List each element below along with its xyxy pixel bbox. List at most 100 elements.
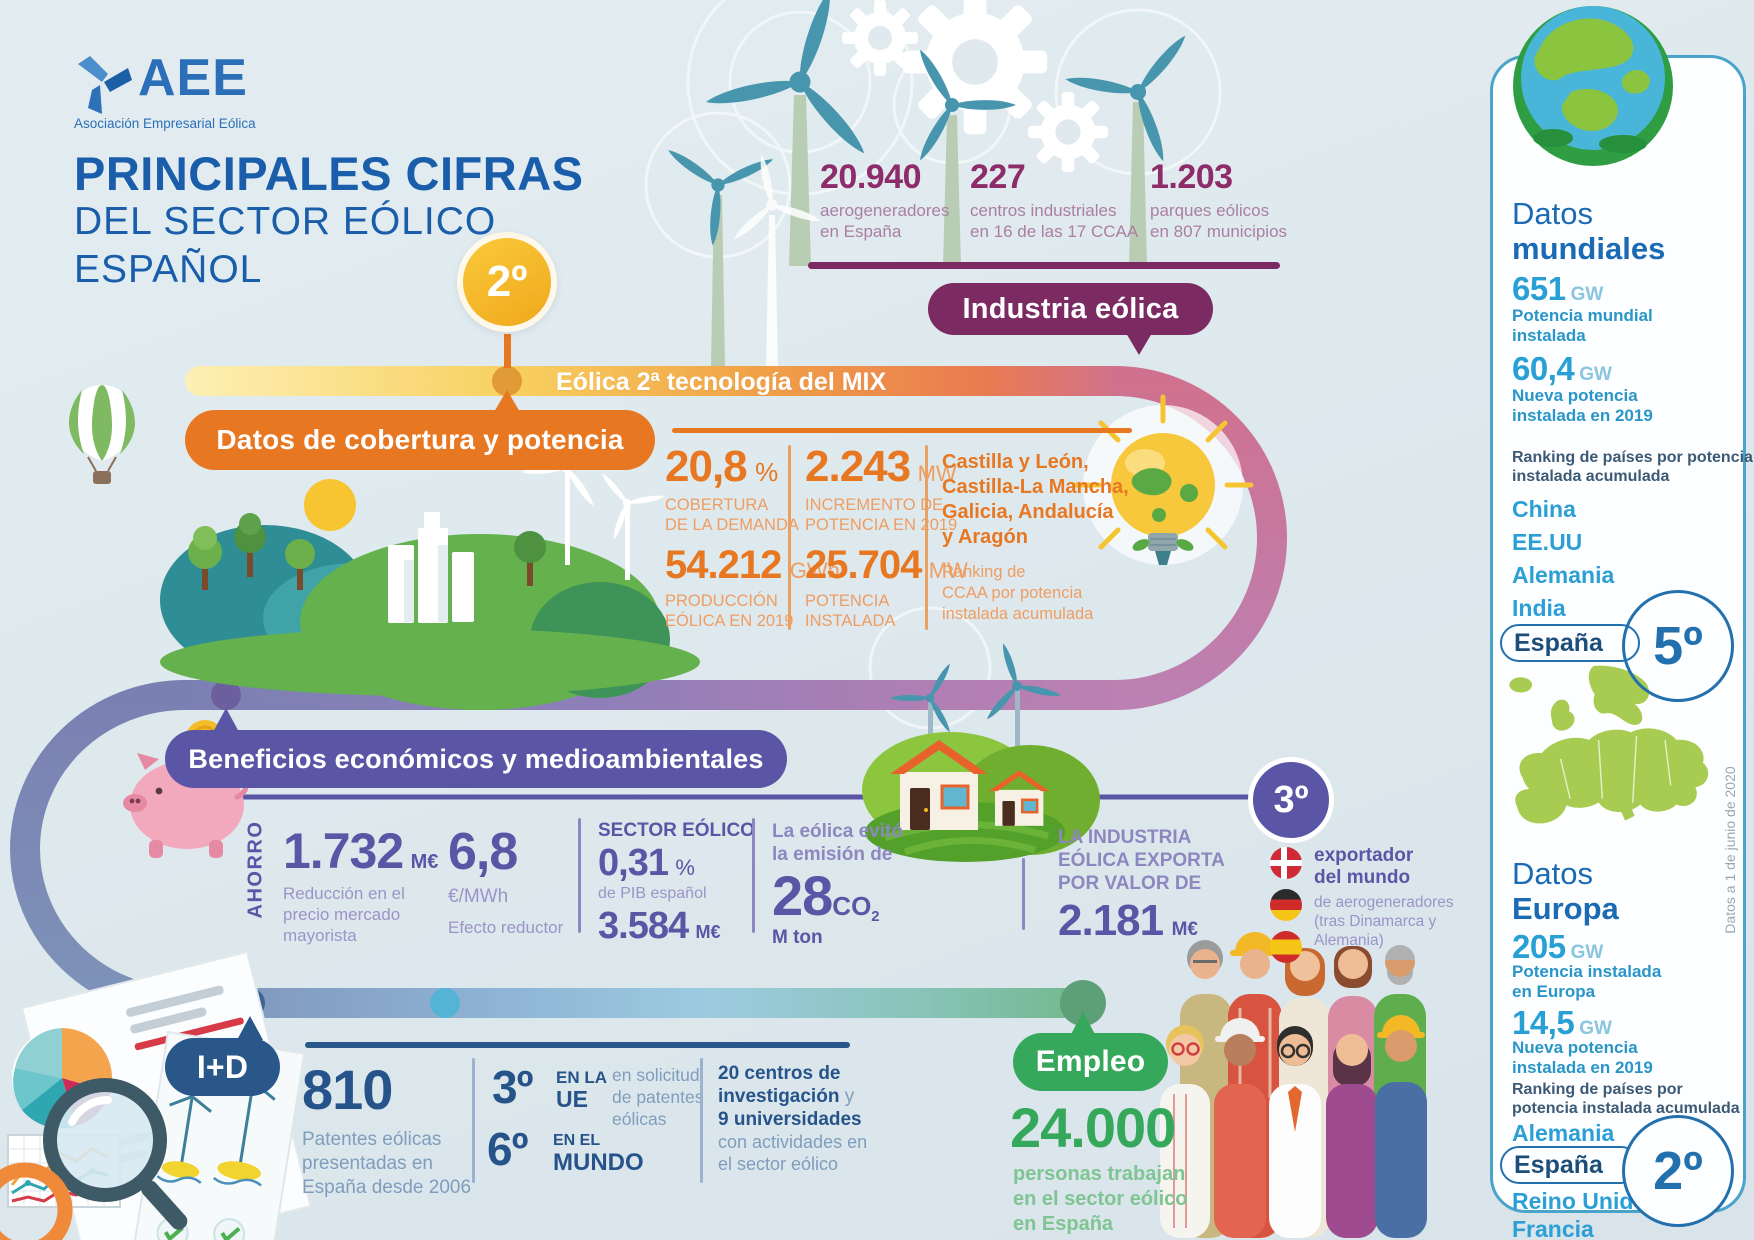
beneficios-badge: Beneficios económicos y medioambientales: [165, 730, 787, 788]
houses-illustration: [862, 630, 1100, 862]
cobertura-stat-2: 54.212 GWh PRODUCCIÓN EÓLICA EN 2019: [665, 545, 840, 631]
stat-label: EÓLICA EN 2019: [665, 612, 794, 630]
top-stat-value: 20.940: [820, 158, 922, 196]
stat-value: 205: [1512, 928, 1566, 965]
stat-unit: MW: [928, 558, 968, 583]
export-rank-value: 3º: [1273, 778, 1309, 821]
co2-stat: La eólica evitó la emisión de 28CO2 M to…: [772, 820, 903, 949]
top-stat-label: en 16 de las 17 CCAA: [970, 222, 1139, 241]
eu-label: UE: [556, 1086, 588, 1112]
export-rank-bold: exportador: [1314, 845, 1414, 866]
top-stat-2: 227 centros industriales en 16 de las 17…: [970, 158, 1138, 242]
idi-vdivider-2: [700, 1058, 703, 1183]
magnifier-icon: [43, 1078, 188, 1230]
stat-value: 20,8: [665, 442, 748, 491]
eu-label: EN LA: [556, 1068, 607, 1087]
world-rank: 6º: [487, 1126, 528, 1172]
top-stat-value: 1.203: [1150, 158, 1233, 196]
export-value: 2.181: [1058, 896, 1164, 945]
stat-value: 0,31: [598, 842, 669, 884]
world-stat-1-note: Potencia mundial instalada: [1512, 306, 1653, 346]
export-rank-note: exportador del mundo de aerogeneradores …: [1314, 845, 1454, 950]
empleo-note-line: en el sector eólico: [1013, 1188, 1188, 1210]
empleo-value: 24.000: [1010, 1096, 1176, 1159]
ahorro-label: AHORRO: [244, 820, 267, 919]
cobertura-divider: [672, 428, 1132, 433]
rank-2-badge: 2º: [457, 232, 557, 332]
empleo-note-line: en España: [1013, 1213, 1114, 1235]
stat-unit: GW: [1570, 284, 1604, 305]
stat-value: 3.584: [598, 905, 689, 947]
world-label: EN EL: [553, 1132, 601, 1149]
export-note-line: de aerogeneradores: [1314, 894, 1454, 911]
idi-pointer: [237, 1016, 263, 1040]
stat-value: 6,8: [448, 823, 518, 881]
idi-divider: [305, 1042, 850, 1048]
crowd-illustration: [1160, 932, 1427, 1238]
wind-turbine-icon: [663, 0, 1237, 368]
cobertura-badge: Datos de cobertura y potencia: [185, 410, 655, 470]
stat-unit: M€: [695, 922, 721, 942]
ccaa-line: y Aragón: [942, 526, 1028, 548]
balloon-icon: [69, 385, 135, 484]
world-ranking-country-1: China: [1512, 496, 1576, 522]
stat-label: DE LA DEMANDA: [665, 516, 799, 534]
co2-value: 28: [772, 864, 833, 927]
flag-denmark-icon: [1270, 847, 1302, 879]
centers-stat: 20 centros de investigación y 9 universi…: [718, 1062, 867, 1175]
aee-logo-text: AEE: [138, 49, 248, 107]
stat-note: Nueva potencia: [1512, 1038, 1638, 1057]
europe-stat-2: 14,5 GW: [1512, 1006, 1612, 1040]
top-stat-label: en España: [820, 222, 902, 241]
world-rank-circle: 5º: [1622, 590, 1734, 702]
empleo-note: personas trabajan en el sector eólico en…: [1013, 1162, 1188, 1237]
empleo-note-line: personas trabajan: [1013, 1163, 1186, 1185]
co2-unit: M ton: [772, 927, 823, 948]
ahorro-stat: 1.732 M€ Reducción en el precio mercado …: [283, 826, 438, 946]
stat-note: Potencia mundial: [1512, 306, 1653, 325]
ccaa-line: Galicia, Andalucía: [942, 501, 1114, 523]
landscape-illustration: [160, 408, 700, 710]
aee-logo-subtitle: Asociación Empresarial Eólica: [74, 116, 256, 131]
export-line: LA INDUSTRIA: [1058, 827, 1192, 848]
top-stat-label: aerogeneradores: [820, 201, 950, 220]
stat-note: instalada en 2019: [1512, 1058, 1653, 1077]
cobertura-badge-label: Datos de cobertura y potencia: [216, 424, 624, 455]
world-ranking-country-5: España: [1514, 629, 1603, 657]
cobertura-vdivider-1: [788, 445, 791, 630]
beneficios-vdivider-1: [578, 818, 581, 933]
ccaa-line: Castilla-La Mancha,: [942, 476, 1129, 498]
aee-logo-mark-icon: [78, 56, 132, 114]
stat-value: 14,5: [1512, 1004, 1575, 1041]
centers-line-light: y: [839, 1086, 855, 1107]
ranking-label-line: potencia instalada acumulada: [1512, 1100, 1740, 1117]
top-stat-label: parques eólicos: [1150, 201, 1270, 220]
export-note-line: (tras Dinamarca y: [1314, 913, 1437, 930]
stat-unit: %: [755, 457, 779, 487]
beneficios-badge-label: Beneficios económicos y medioambientales: [188, 743, 764, 774]
export-unit: M€: [1171, 919, 1198, 940]
idi-badge: I+D: [165, 1038, 280, 1096]
top-stat-1: 20.940 aerogeneradores en España: [820, 158, 949, 242]
stat-note: de PIB español: [598, 885, 707, 902]
stat-value: 60,4: [1512, 350, 1575, 387]
europe-ranking-country-2: España: [1514, 1151, 1603, 1179]
export-line: POR VALOR DE: [1058, 873, 1202, 894]
idi-badge-label: I+D: [196, 1048, 249, 1085]
stat-unit: GW: [1579, 364, 1612, 385]
ccaa-note-line: CCAA por potencia: [942, 584, 1083, 602]
mix-ribbon-label: Eólica 2ª tecnología del MIX: [556, 368, 887, 396]
cobertura-stat-4: 25.704 MW POTENCIA INSTALADA: [805, 545, 968, 631]
stat-note: Nueva potencia: [1512, 386, 1638, 405]
centers-line: 20 centros de: [718, 1063, 841, 1084]
industria-pointer: [1126, 333, 1152, 355]
beneficios-pointer: [213, 708, 239, 732]
export-stat: LA INDUSTRIA EÓLICA EXPORTA POR VALOR DE…: [1058, 826, 1225, 943]
stat-label: INSTALADA: [805, 612, 896, 630]
page-title: PRINCIPALES CIFRAS: [74, 147, 584, 200]
world-stat-1: 651 GW: [1512, 272, 1603, 306]
sidebar-footnote: Datos a 1 de junio de 2020: [1722, 766, 1738, 934]
eu-rank-labels: EN LA UE: [556, 1068, 607, 1111]
flag-spain-icon: [1270, 931, 1302, 963]
ranking-label-line: Ranking de países por: [1512, 1081, 1683, 1098]
